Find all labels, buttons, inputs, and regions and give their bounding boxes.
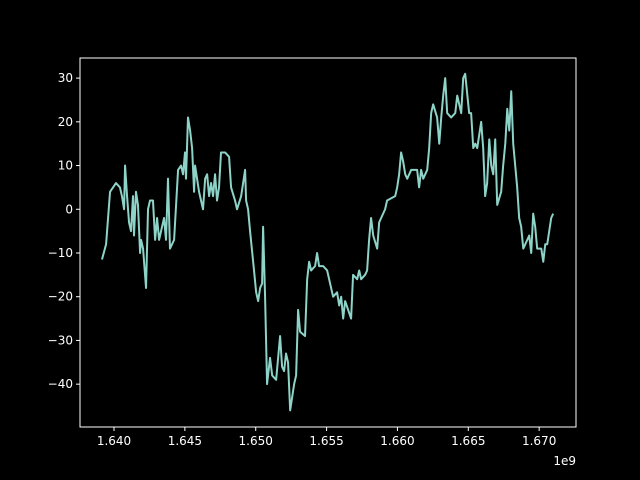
x-tick-label: 1.655 bbox=[309, 434, 343, 448]
y-tick-label: −30 bbox=[48, 333, 73, 347]
y-tick-label: 20 bbox=[58, 115, 73, 129]
x-tick-label: 1.660 bbox=[380, 434, 414, 448]
y-tick-label: 30 bbox=[58, 71, 73, 85]
y-tick-label: −20 bbox=[48, 290, 73, 304]
axes-frame bbox=[79, 57, 577, 428]
x-tick-label: 1.650 bbox=[239, 434, 273, 448]
data-line bbox=[101, 72, 555, 412]
y-tick-label: 0 bbox=[65, 202, 73, 216]
y-tick-label: 10 bbox=[58, 159, 73, 173]
x-tick-label: 1.665 bbox=[451, 434, 485, 448]
y-tick-label: −10 bbox=[48, 246, 73, 260]
y-tick-label: −40 bbox=[48, 377, 73, 391]
x-offset-label: 1e9 bbox=[553, 454, 576, 468]
x-tick-label: 1.640 bbox=[97, 434, 131, 448]
x-tick-label: 1.645 bbox=[168, 434, 202, 448]
x-tick-label: 1.670 bbox=[522, 434, 556, 448]
